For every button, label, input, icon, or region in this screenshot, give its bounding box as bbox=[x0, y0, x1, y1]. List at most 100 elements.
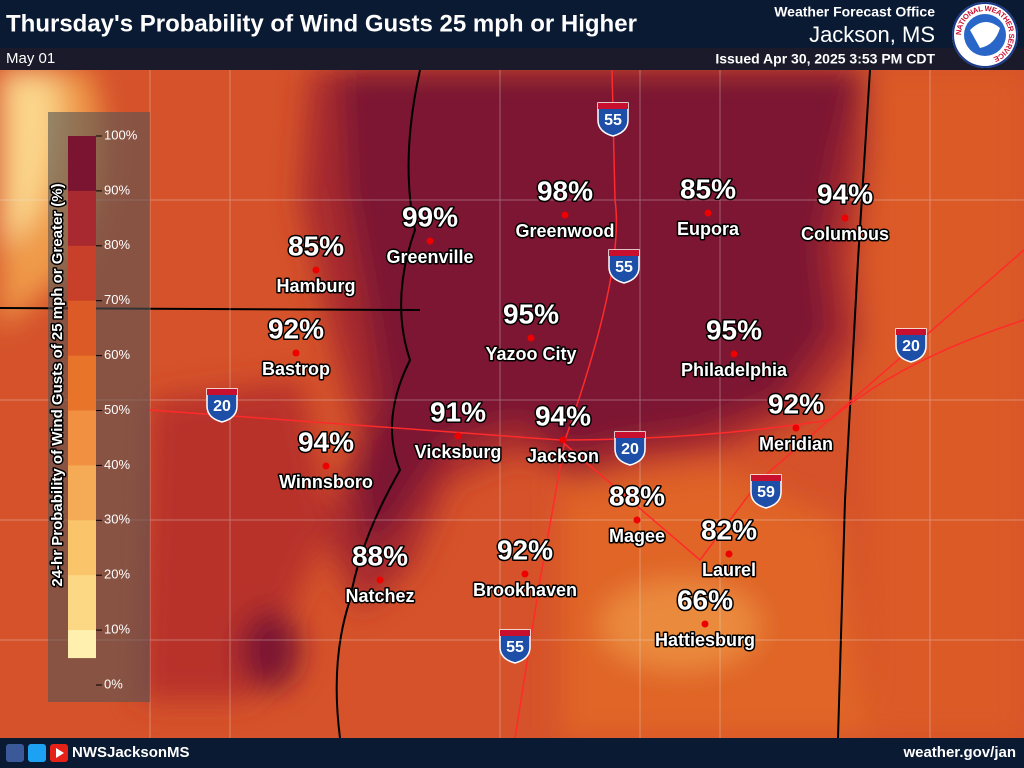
city-dot bbox=[521, 570, 529, 578]
city-dot bbox=[527, 334, 535, 342]
twitter-icon[interactable] bbox=[28, 744, 46, 762]
city-name: Vicksburg bbox=[415, 442, 502, 462]
city-probability: 94% bbox=[535, 400, 591, 431]
shield-number: 20 bbox=[902, 338, 920, 355]
city-name: Jackson bbox=[527, 446, 599, 466]
website[interactable]: weather.gov/jan bbox=[902, 744, 1016, 761]
shield-body bbox=[614, 431, 646, 466]
city-dot bbox=[559, 436, 567, 444]
highways bbox=[149, 69, 1024, 739]
legend-panel bbox=[48, 112, 150, 702]
legend-band bbox=[68, 190, 96, 247]
footer-bar bbox=[0, 738, 1024, 768]
city-dot bbox=[454, 432, 462, 440]
legend-label: 100% bbox=[104, 127, 138, 142]
city-probability: 92% bbox=[768, 388, 824, 419]
legend-band bbox=[68, 300, 96, 357]
probability-shading bbox=[0, 70, 1024, 738]
shield-number: 59 bbox=[757, 484, 775, 501]
city-dot bbox=[322, 462, 330, 470]
legend-band bbox=[68, 520, 96, 576]
interstate-shield: 55 bbox=[608, 249, 640, 284]
legend-label: 20% bbox=[104, 567, 130, 582]
city-probability: 88% bbox=[609, 480, 665, 511]
social-handle[interactable]: NWSJacksonMS bbox=[72, 744, 190, 761]
date-bar bbox=[0, 48, 1024, 70]
city-name: Bastrop bbox=[262, 359, 330, 379]
city-dot bbox=[730, 350, 738, 358]
interstate-shield: 55 bbox=[499, 629, 531, 664]
shield-top bbox=[609, 250, 639, 256]
city-probability: 92% bbox=[268, 313, 324, 344]
city-dot bbox=[704, 209, 712, 217]
city-dot bbox=[561, 211, 569, 219]
shield-number: 20 bbox=[621, 441, 639, 458]
city-probability: 85% bbox=[680, 173, 736, 204]
legend-label: 50% bbox=[104, 402, 130, 417]
city-probability: 92% bbox=[497, 534, 553, 565]
shield-top bbox=[615, 432, 645, 438]
city-name: Greenwood bbox=[515, 221, 614, 241]
city-probability: 98% bbox=[537, 175, 593, 206]
office: Weather Forecast Office bbox=[774, 4, 935, 20]
city-name: Laurel bbox=[702, 560, 756, 580]
shield-top bbox=[896, 329, 926, 335]
city-name: Yazoo City bbox=[485, 344, 576, 364]
legend-label: 80% bbox=[104, 237, 130, 252]
legend-label: 30% bbox=[104, 512, 130, 527]
city-name: Hattiesburg bbox=[655, 630, 755, 650]
city-probability: 94% bbox=[298, 426, 354, 457]
city-name: Brookhaven bbox=[473, 580, 577, 600]
shield-top bbox=[500, 630, 530, 636]
city-dot bbox=[841, 214, 849, 222]
city-dot bbox=[292, 349, 300, 357]
interstate-shield: 20 bbox=[206, 388, 238, 423]
shield-body bbox=[895, 328, 927, 363]
legend-label: 70% bbox=[104, 292, 130, 307]
city-dot bbox=[725, 550, 733, 558]
city-name: Columbus bbox=[801, 224, 889, 244]
legend-band bbox=[68, 575, 96, 631]
city-dot bbox=[312, 266, 320, 274]
shield-body bbox=[206, 388, 238, 423]
city-probability: 95% bbox=[503, 298, 559, 329]
issued: Issued Apr 30, 2025 3:53 PM CDT bbox=[715, 51, 935, 67]
city-name: Eupora bbox=[677, 219, 740, 239]
interstate-shield: 20 bbox=[614, 431, 646, 466]
interstate-shield: 59 bbox=[750, 474, 782, 509]
youtube-play bbox=[56, 748, 64, 758]
legend-band bbox=[68, 245, 96, 302]
interstate-shield: 20 bbox=[895, 328, 927, 363]
city-name: Winnsboro bbox=[279, 472, 373, 492]
facebook-icon[interactable] bbox=[6, 744, 24, 762]
shield-number: 55 bbox=[506, 639, 524, 656]
city-name: Greenville bbox=[386, 247, 473, 267]
interstate-shield: 55 bbox=[597, 102, 629, 137]
city-probability: 66% bbox=[677, 584, 733, 615]
legend-title: 24-hr Probability of Wind Gusts of 25 mp… bbox=[49, 183, 66, 586]
shield-number: 55 bbox=[615, 259, 633, 276]
title: Thursday's Probability of Wind Gusts 25 … bbox=[6, 10, 637, 37]
legend-band bbox=[68, 136, 96, 192]
legend-label: 40% bbox=[104, 457, 130, 472]
header-bar bbox=[0, 0, 1024, 48]
city-dot bbox=[633, 516, 641, 524]
city-probability: 95% bbox=[706, 314, 762, 345]
city-name: Philadelphia bbox=[681, 360, 788, 380]
date: May 01 bbox=[6, 50, 55, 67]
legend-label: 90% bbox=[104, 182, 130, 197]
city-name: Natchez bbox=[345, 586, 414, 606]
shield-top bbox=[207, 389, 237, 395]
city-probability: 88% bbox=[352, 540, 408, 571]
shield-body bbox=[499, 629, 531, 664]
city-name: Magee bbox=[609, 526, 665, 546]
legend-label: 0% bbox=[104, 676, 123, 691]
location: Jackson, MS bbox=[809, 22, 935, 47]
legend-band bbox=[68, 355, 96, 411]
shield-body bbox=[597, 102, 629, 137]
city-probability: 82% bbox=[701, 514, 757, 545]
city-dot bbox=[426, 237, 434, 245]
legend-band bbox=[68, 410, 96, 466]
legend-label: 60% bbox=[104, 347, 130, 362]
